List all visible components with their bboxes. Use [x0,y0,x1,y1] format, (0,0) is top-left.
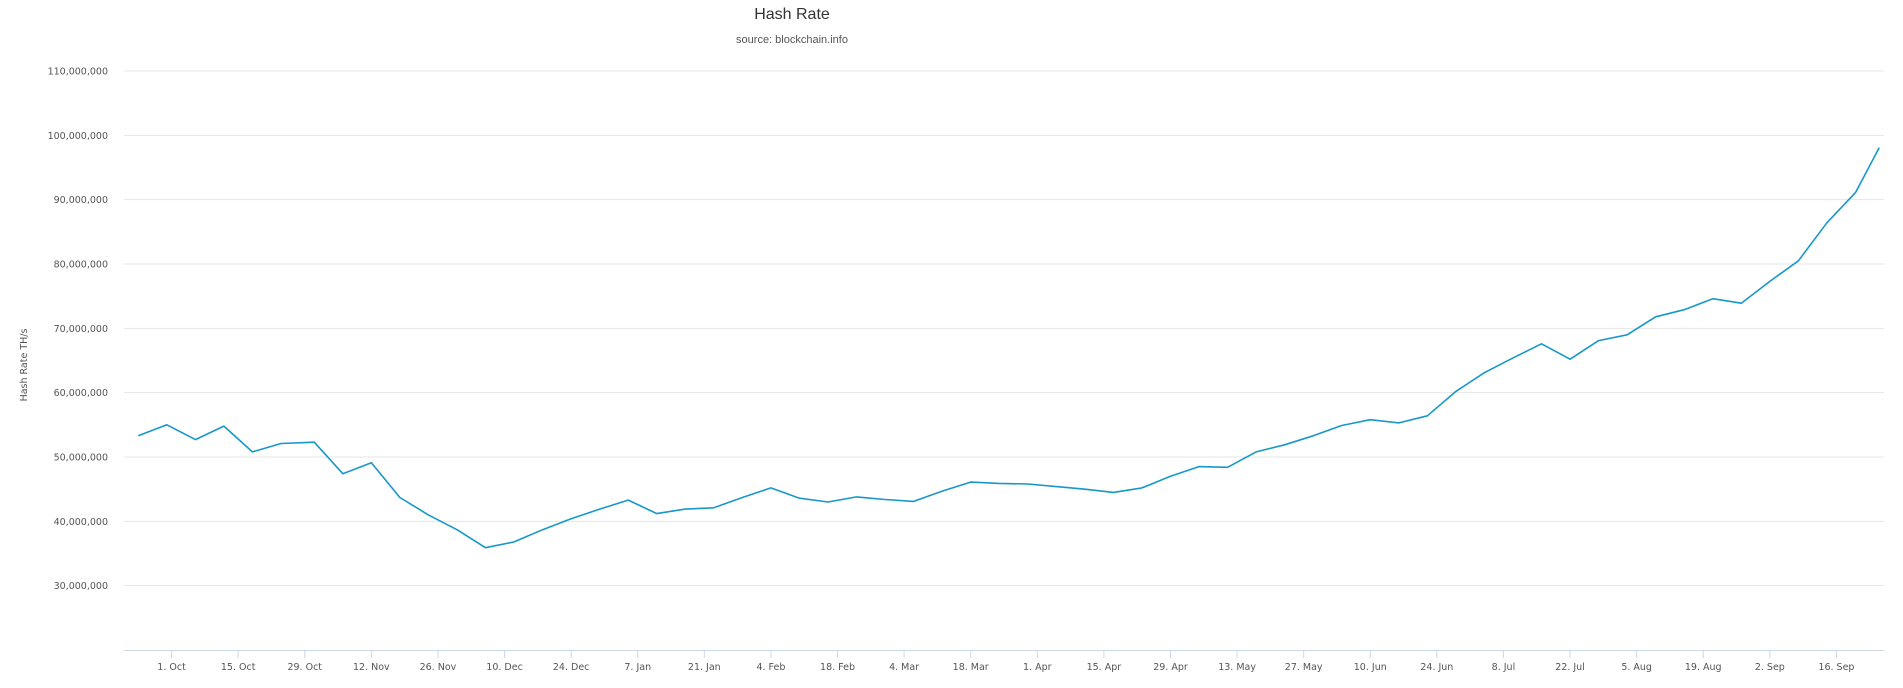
y-tick-label: 30,000,000 [54,581,108,592]
x-tick-label: 8. Jul [1492,662,1516,673]
y-tick-label: 60,000,000 [54,388,108,399]
x-tick-label: 13. May [1218,662,1256,673]
x-tick-label: 18. Feb [820,662,855,673]
series-line [138,147,1880,549]
x-tick-label: 18. Mar [953,662,989,673]
x-tick-label: 10. Dec [486,662,523,673]
y-tick-label: 110,000,000 [48,67,108,78]
x-tick-label: 4. Mar [889,662,919,673]
x-tick-label: 1. Oct [157,662,186,673]
x-tick-label: 22. Jul [1555,662,1585,673]
chart-subtitle: source: blockchain.info [736,34,848,46]
y-axis-label: Hash Rate TH/s [19,329,30,402]
x-tick-label: 15. Oct [221,662,256,673]
y-tick-label: 80,000,000 [54,260,108,271]
x-tick-label: 26. Nov [420,662,457,673]
x-tick-label: 24. Jun [1420,662,1453,673]
y-tick-label: 70,000,000 [54,324,108,335]
x-tick-label: 10. Jun [1354,662,1387,673]
y-tick-label: 40,000,000 [54,517,108,528]
x-tick-label: 21. Jan [688,662,721,673]
chart-title: Hash Rate [754,6,830,23]
x-tick-label: 7. Jan [624,662,651,673]
y-tick-label: 50,000,000 [54,453,108,464]
x-tick-label: 29. Apr [1153,662,1188,673]
x-tick-label: 2. Sep [1755,662,1785,673]
x-tick-label: 12. Nov [353,662,390,673]
y-tick-label: 100,000,000 [48,131,108,142]
x-tick-label: 19. Aug [1685,662,1722,673]
x-tick-label: 16. Sep [1818,662,1854,673]
x-tick-label: 24. Dec [553,662,590,673]
x-tick-label: 1. Apr [1023,662,1052,673]
x-tick-label: 4. Feb [756,662,785,673]
x-tick-label: 29. Oct [287,662,322,673]
x-tick-label: 15. Apr [1087,662,1122,673]
x-tick-label: 27. May [1285,662,1323,673]
x-tick-label: 5. Aug [1621,662,1652,673]
y-tick-label: 90,000,000 [54,195,108,206]
